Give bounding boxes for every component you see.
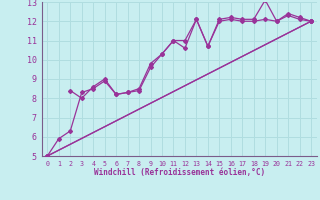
X-axis label: Windchill (Refroidissement éolien,°C): Windchill (Refroidissement éolien,°C) [94,168,265,177]
